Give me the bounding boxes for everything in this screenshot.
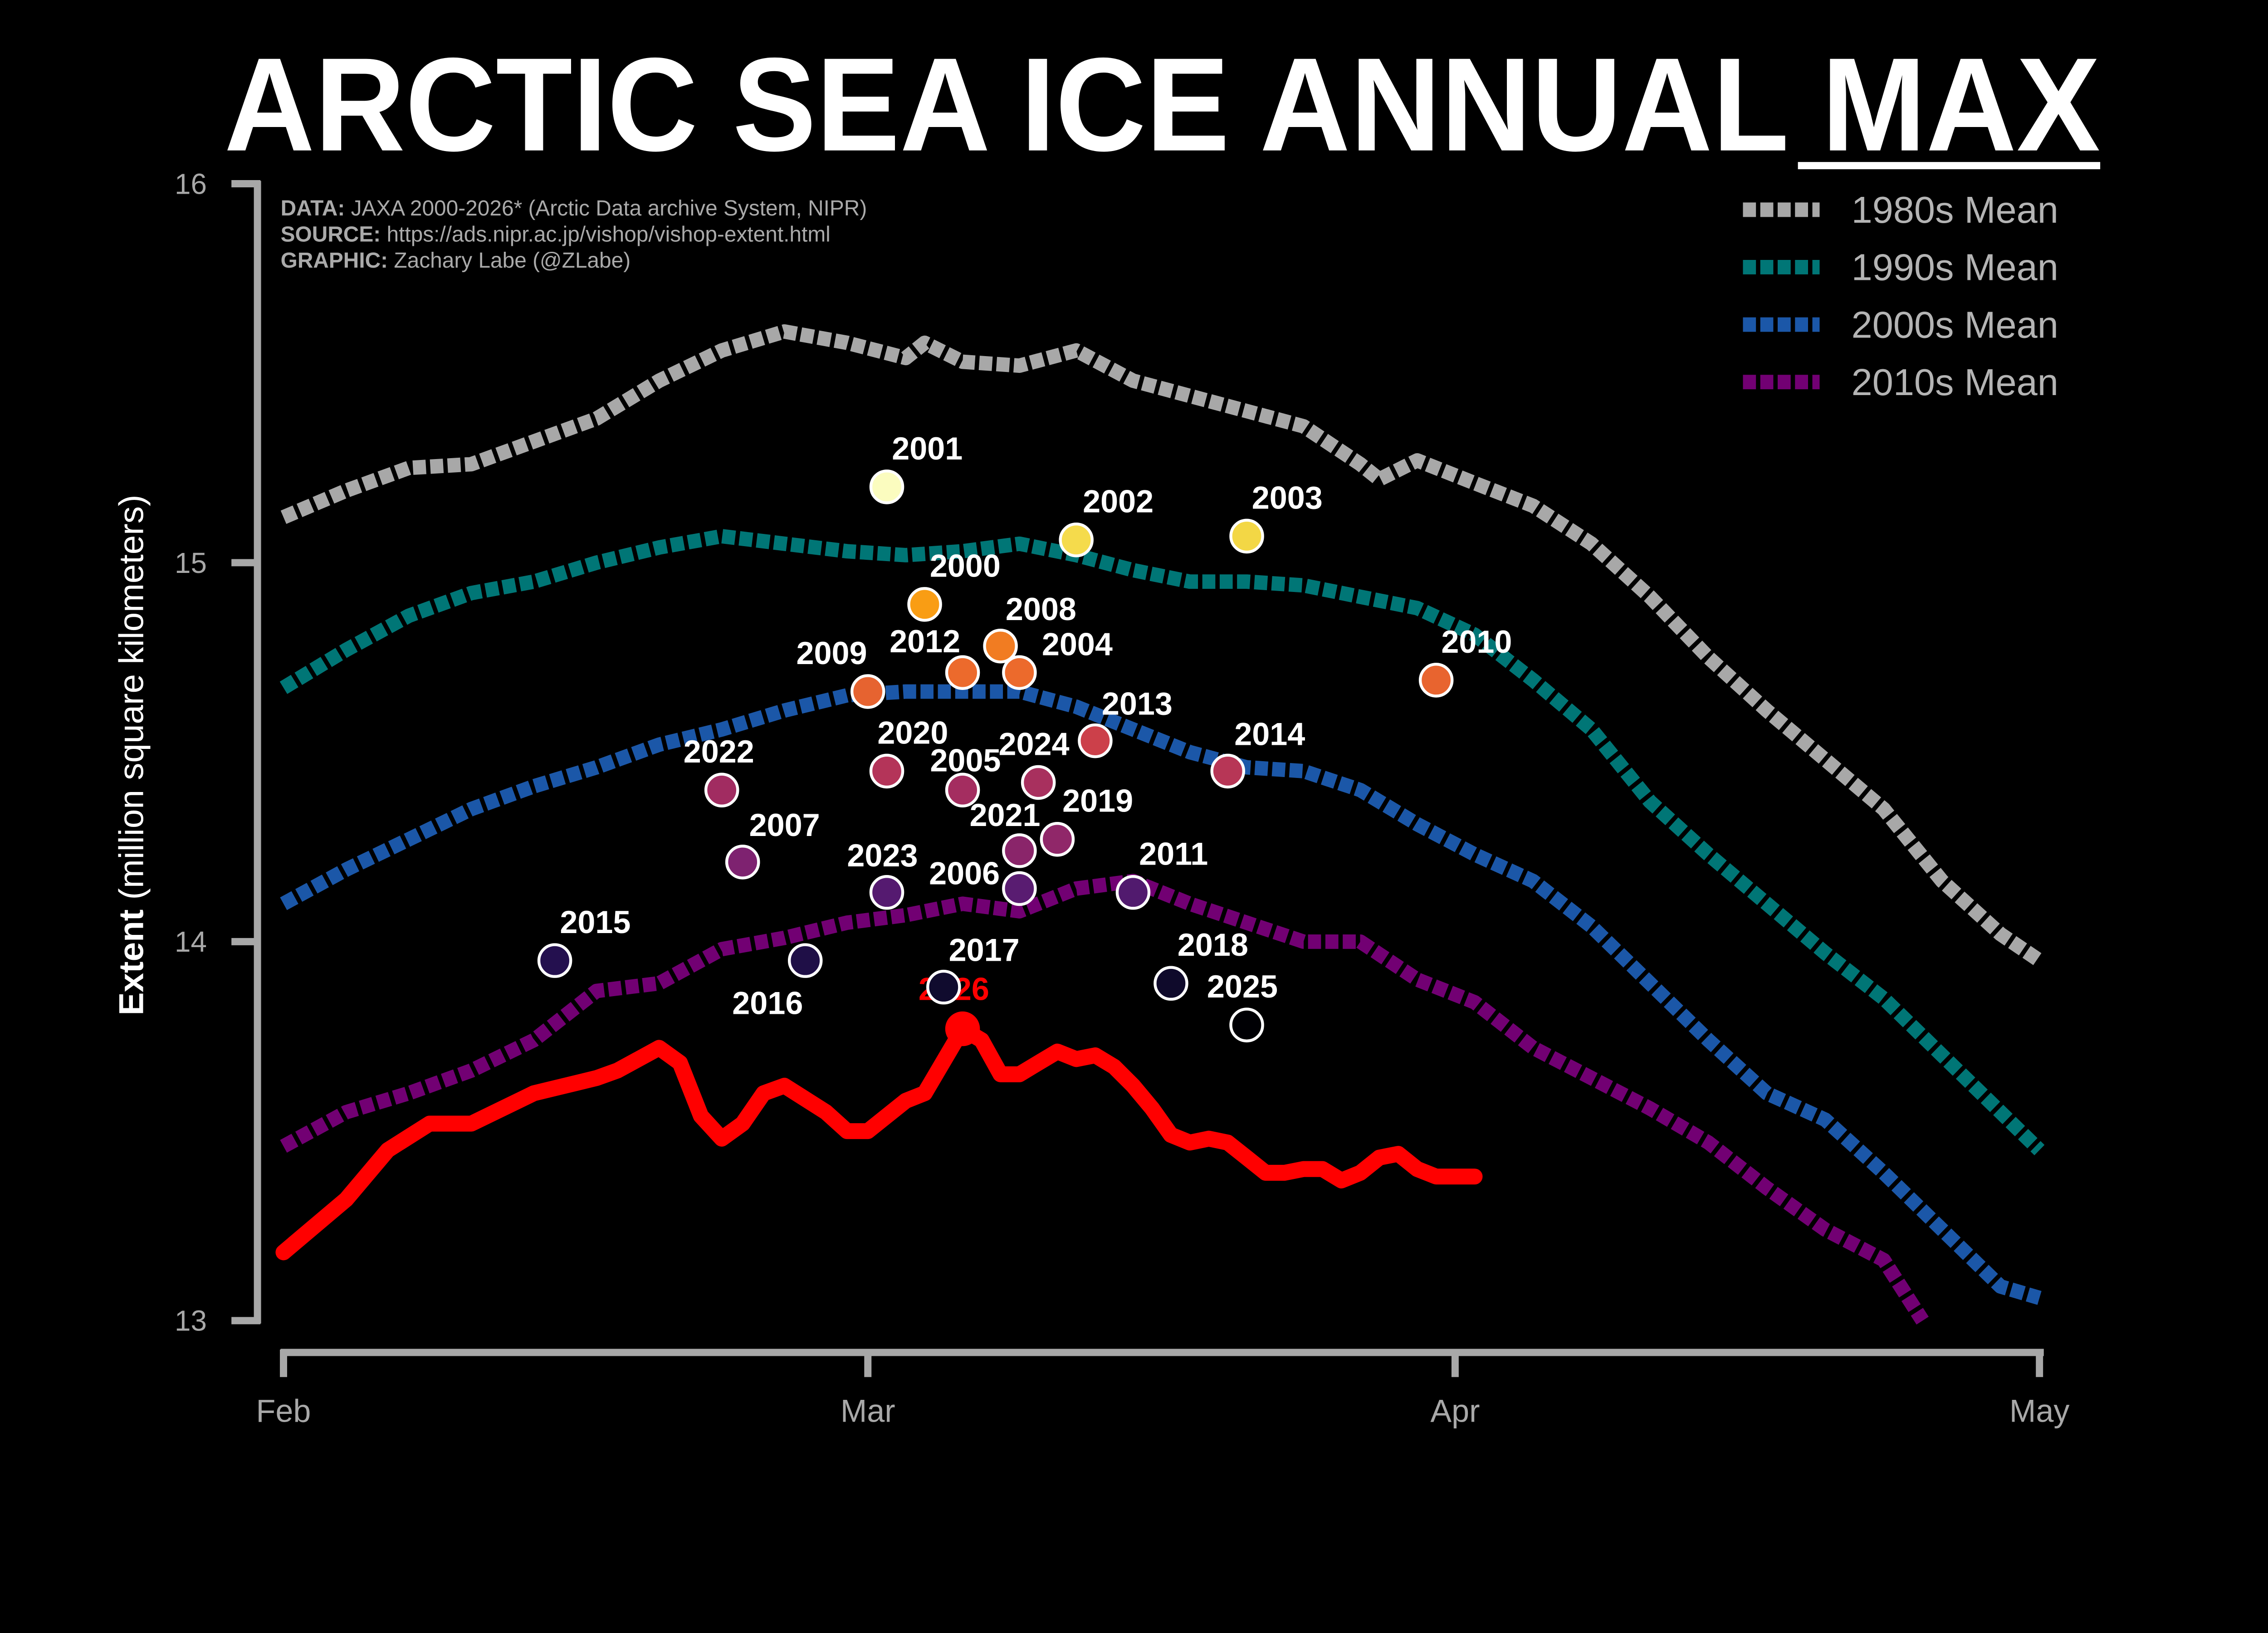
max-point-label: 2000 <box>930 548 1001 584</box>
credit-source-label: SOURCE: <box>281 223 381 247</box>
credit-source-text: https://ads.nipr.ac.jp/vishop/vishop-ext… <box>381 223 831 247</box>
max-point-label: 2019 <box>1062 783 1133 819</box>
max-point-label: 2025 <box>1207 968 1278 1004</box>
title-main: ARCTIC SEA ICE ANNUAL <box>224 30 1822 179</box>
credit-data: DATA: JAXA 2000-2026* (Arctic Data archi… <box>281 196 867 220</box>
max-point-2012 <box>945 655 980 690</box>
max-point-2001 <box>869 469 904 504</box>
y-axis-label-bold: Extent <box>112 909 151 1016</box>
x-tick-label: Apr <box>1430 1393 1480 1429</box>
max-point-2014 <box>1210 753 1246 789</box>
chart-title: ARCTIC SEA ICE ANNUAL MAX <box>224 30 2101 179</box>
max-point-label: 2015 <box>560 904 631 940</box>
max-point-2022 <box>704 772 739 807</box>
legend-label: 2010s Mean <box>1852 361 2058 403</box>
max-point-2017 <box>926 969 961 1005</box>
max-point-label: 2010 <box>1441 624 1512 660</box>
x-tick-label: Mar <box>841 1393 895 1429</box>
max-point-label: 2021 <box>969 797 1040 833</box>
max-point-label: 2011 <box>1139 836 1208 872</box>
x-tick-label: May <box>2009 1393 2070 1429</box>
max-point-2002 <box>1059 523 1094 557</box>
max-point-2007 <box>725 845 760 880</box>
legend-label: 1990s Mean <box>1852 246 2058 288</box>
series-line-2000s-mean <box>280 684 2042 1305</box>
max-point-label: 2009 <box>797 635 867 671</box>
max-point-label: 2008 <box>1006 591 1076 627</box>
credit-data-label: DATA: <box>281 196 345 220</box>
max-point-label: 2018 <box>1178 927 1248 963</box>
max-point-2000 <box>907 587 942 622</box>
credit-data-text: JAXA 2000-2026* (Arctic Data archive Sys… <box>345 196 867 220</box>
max-point-2023 <box>869 875 904 910</box>
title-underline <box>1798 162 2101 170</box>
max-point-2016 <box>787 943 823 978</box>
max-point-2006 <box>1002 871 1037 906</box>
max-point-2005 <box>945 772 980 807</box>
max-point-2010 <box>1418 663 1454 698</box>
current-max-point <box>945 1011 980 1046</box>
max-point-label: 2012 <box>890 623 960 659</box>
max-point-label: 2016 <box>732 985 803 1021</box>
series-line-1990s-mean <box>279 529 2045 1155</box>
max-point-label: 2023 <box>847 837 918 873</box>
max-point-2013 <box>1078 723 1113 758</box>
y-tick-label: 13 <box>175 1305 207 1337</box>
credit-graphic: GRAPHIC: Zachary Labe (@ZLabe) <box>281 249 631 273</box>
max-point-2021 <box>1002 833 1037 868</box>
max-point-label: 2014 <box>1234 716 1305 752</box>
x-tick-label: Feb <box>256 1393 311 1429</box>
max-point-2019 <box>1040 822 1075 857</box>
sea-ice-chart: ARCTIC SEA ICE ANNUAL MAX DATA: JAXA 200… <box>112 30 2101 1429</box>
max-point-2004 <box>1002 655 1037 690</box>
max-point-2009 <box>850 674 885 709</box>
max-point-2011 <box>1115 875 1151 910</box>
max-point-label: 2003 <box>1252 479 1323 515</box>
max-point-label: 2017 <box>949 932 1020 968</box>
y-tick-label: 16 <box>175 167 207 200</box>
series-line-2026 <box>275 1021 1483 1261</box>
max-point-2024 <box>1021 765 1056 800</box>
max-point-label: 2007 <box>749 807 820 843</box>
max-point-2018 <box>1154 966 1188 1001</box>
max-point-2020 <box>869 753 904 789</box>
y-axis-label-rest: (million square kilometers) <box>112 495 151 909</box>
max-point-label: 2001 <box>892 430 963 466</box>
credits: DATA: JAXA 2000-2026* (Arctic Data archi… <box>281 196 867 273</box>
max-point-label: 2005 <box>930 742 1001 778</box>
credit-source: SOURCE: https://ads.nipr.ac.jp/vishop/vi… <box>281 223 831 247</box>
max-point-label: 2013 <box>1102 686 1173 722</box>
y-axis-label: Extent (million square kilometers) <box>112 495 151 1016</box>
series-line-1980s-mean <box>280 324 2044 967</box>
credit-graphic-label: GRAPHIC: <box>281 249 388 273</box>
max-point-2015 <box>537 943 572 978</box>
legend-label: 1980s Mean <box>1852 189 2058 231</box>
max-point-label: 2022 <box>684 733 754 769</box>
max-point-2008 <box>983 628 1018 664</box>
legend: 1980s Mean 1990s Mean 2000s Mean 2010s Mean <box>1743 189 2058 403</box>
max-point-2025 <box>1229 1007 1264 1042</box>
y-tick-label: 15 <box>175 547 207 579</box>
title-underlined: MAX <box>1822 30 2101 179</box>
max-point-label: 2020 <box>877 714 948 750</box>
axes: 13 14 15 16 Feb Mar Apr May <box>175 167 2069 1428</box>
legend-label: 2000s Mean <box>1852 303 2058 346</box>
annual-maxima: 2026200120032002200020082012200420102009… <box>537 430 1512 1046</box>
max-point-label: 2006 <box>929 855 1000 891</box>
max-point-2003 <box>1229 518 1264 554</box>
max-point-label: 2002 <box>1083 484 1154 519</box>
credit-graphic-text: Zachary Labe (@ZLabe) <box>388 249 631 273</box>
max-point-label: 2024 <box>999 726 1070 762</box>
y-tick-label: 14 <box>175 925 207 958</box>
max-point-label: 2004 <box>1042 626 1113 662</box>
